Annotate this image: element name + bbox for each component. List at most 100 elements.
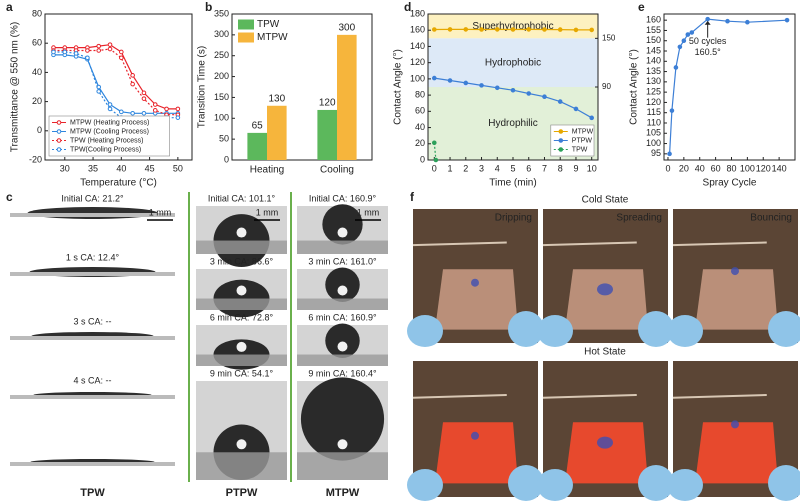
point xyxy=(669,108,675,113)
droplet xyxy=(731,267,739,276)
y-tick-label: 95 xyxy=(651,148,661,158)
point xyxy=(784,17,790,23)
panel-letter: f xyxy=(410,190,415,204)
point xyxy=(141,96,147,101)
legend-label: MTPW xyxy=(572,128,594,135)
point xyxy=(494,27,500,32)
point xyxy=(705,16,710,22)
legend-label: MTPW xyxy=(257,32,288,43)
y-tick-label: 135 xyxy=(646,66,661,76)
highlight xyxy=(337,341,348,352)
point xyxy=(62,49,68,55)
y-axis-title: Transition Time (s) xyxy=(197,46,208,128)
droplet xyxy=(597,436,613,449)
y-tick-label: 0 xyxy=(224,154,229,164)
column-title: TPW xyxy=(80,487,105,499)
caption: 4 s CA: -- xyxy=(73,375,111,385)
point xyxy=(479,83,484,88)
legend-marker xyxy=(56,147,62,152)
point xyxy=(681,38,687,44)
legend-marker xyxy=(558,129,564,134)
substrate xyxy=(10,462,175,466)
y-tick-label: 140 xyxy=(646,56,661,66)
legend-marker xyxy=(56,138,62,143)
bar xyxy=(267,105,287,160)
glove xyxy=(768,465,800,501)
y-tick-label: 160 xyxy=(410,25,425,35)
glove xyxy=(667,315,703,347)
point xyxy=(152,102,158,107)
glove xyxy=(638,311,674,347)
scale-label: 1 mm xyxy=(357,207,380,217)
y-tick-label: 250 xyxy=(214,50,229,60)
substrate xyxy=(565,422,648,484)
panel-letter: e xyxy=(638,0,645,14)
substrate xyxy=(435,269,518,330)
point xyxy=(130,73,135,78)
point xyxy=(164,106,169,112)
caption: 6 min CA: 72.8° xyxy=(210,312,274,322)
point xyxy=(447,27,453,32)
column-title: PTPW xyxy=(226,487,258,499)
point xyxy=(96,48,102,53)
y-tick-label: 180 xyxy=(410,8,425,18)
y2-tick-label: 90 xyxy=(602,82,611,91)
caption: 3 s CA: -- xyxy=(73,316,111,326)
point xyxy=(542,94,547,100)
x-axis-title: Spray Cycle xyxy=(703,178,757,189)
legend-marker xyxy=(558,138,564,143)
point xyxy=(510,27,516,32)
point xyxy=(73,51,79,56)
point xyxy=(677,44,683,50)
panel-letter: b xyxy=(205,0,212,14)
x-tick-label: Cooling xyxy=(320,165,354,176)
x-tick-label: 140 xyxy=(772,163,787,173)
annotation-arrowhead xyxy=(704,20,711,25)
column-title: MTPW xyxy=(326,487,360,499)
y-tick-label: 100 xyxy=(214,113,229,123)
point xyxy=(431,140,437,146)
series-line xyxy=(53,44,178,110)
y-tick-label: 200 xyxy=(214,71,229,81)
substrate xyxy=(196,240,287,254)
plot-frame xyxy=(231,13,373,161)
point xyxy=(107,106,113,112)
y-tick-label: 120 xyxy=(646,97,661,107)
point xyxy=(431,27,437,32)
substrate xyxy=(297,452,388,480)
dispenser xyxy=(672,394,767,399)
region-label: Hydrophobic xyxy=(485,57,541,68)
caption: Initial CA: 21.2° xyxy=(61,193,124,203)
photo-caption: Spreading xyxy=(616,213,662,224)
x-axis-title: Temperature (°C) xyxy=(80,178,157,189)
y-tick-label: 350 xyxy=(214,8,229,18)
point xyxy=(589,27,595,33)
y-tick-label: 20 xyxy=(415,138,425,148)
x-tick-label: 40 xyxy=(695,163,705,173)
legend-label: PTPW xyxy=(572,137,593,144)
point xyxy=(685,32,691,37)
point xyxy=(447,78,453,83)
dispenser xyxy=(542,241,637,247)
x-tick-label: 1 xyxy=(448,163,453,173)
droplet xyxy=(325,267,360,302)
x-tick-label: 100 xyxy=(740,163,755,173)
highlight xyxy=(337,439,348,450)
x-tick-label: 2 xyxy=(463,163,468,173)
point xyxy=(667,151,672,157)
substrate xyxy=(297,354,388,366)
point xyxy=(130,81,135,87)
dispenser xyxy=(412,394,507,399)
droplet xyxy=(597,283,613,296)
caption: 9 min CA: 160.4° xyxy=(308,368,377,378)
y-tick-label: 150 xyxy=(214,92,229,102)
annotation: 160.5° xyxy=(695,47,722,57)
panel-letter: d xyxy=(404,0,411,14)
point xyxy=(557,27,563,32)
point xyxy=(119,49,124,55)
caption: 3 min CA: 161.0° xyxy=(308,256,377,266)
x-tick-label: 45 xyxy=(145,163,155,173)
legend-marker xyxy=(56,120,62,125)
bar xyxy=(247,132,267,160)
